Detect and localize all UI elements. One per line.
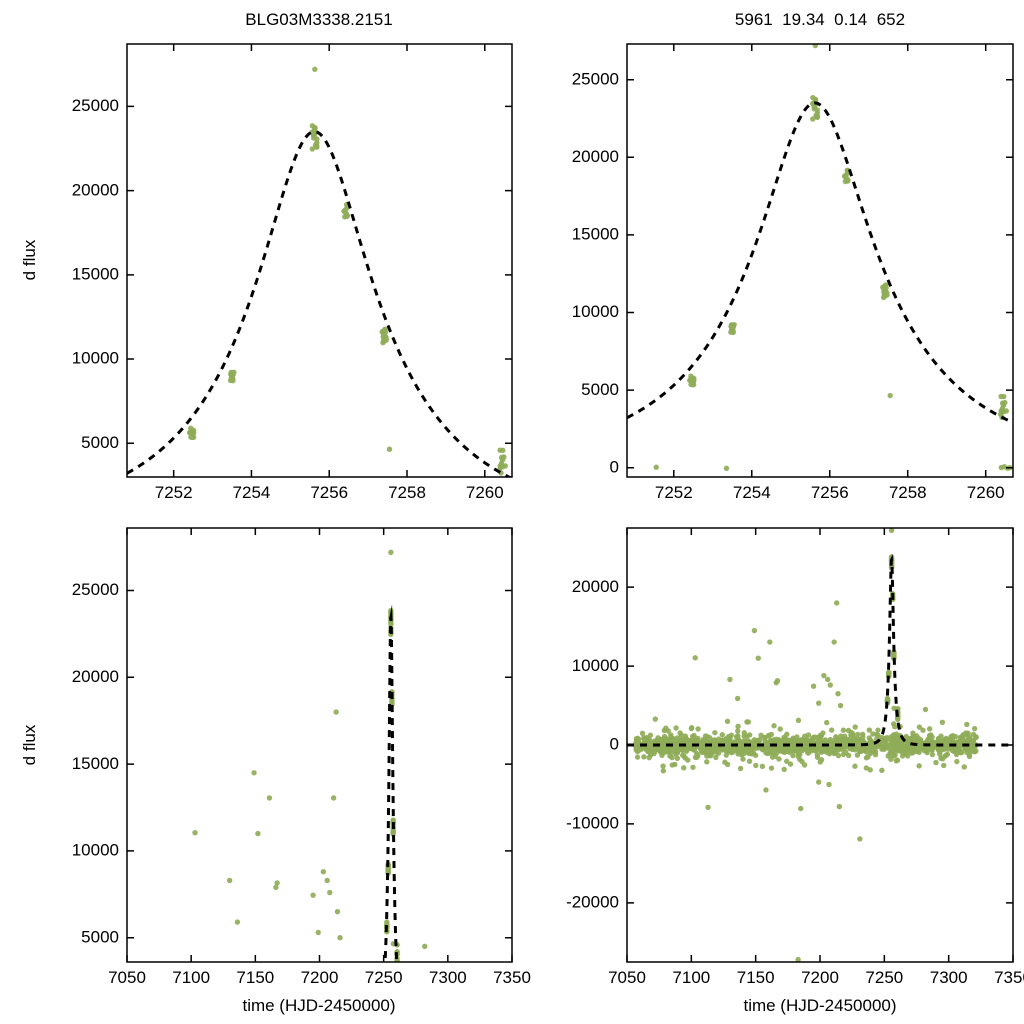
panel-top-right-title: 5961 19.34 0.14 652 bbox=[734, 10, 906, 29]
panel-bottom-left-xlabel: time (HJD-2450000) bbox=[242, 996, 396, 1015]
panel-bottom-left-ylabel: d flux bbox=[20, 724, 39, 766]
panel-bottom-right-xlabel: time (HJD-2450000) bbox=[743, 996, 897, 1015]
panel-top-left-ylabel: d flux bbox=[20, 239, 39, 281]
panel-top-left-title: BLG03M3338.2151 bbox=[245, 10, 393, 29]
